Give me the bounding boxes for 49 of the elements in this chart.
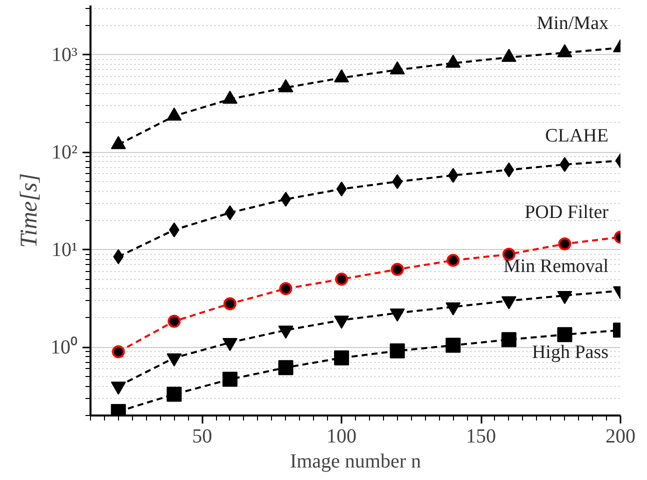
point <box>392 174 403 190</box>
point <box>390 61 405 74</box>
point <box>166 386 182 402</box>
point <box>112 345 125 358</box>
point <box>279 282 292 296</box>
x-axis-title: Image number n <box>290 450 422 472</box>
y-tick-label: 10¹ <box>52 238 78 261</box>
y-tick-label: 10² <box>52 141 78 164</box>
y-axis-title: Time[s] <box>16 173 42 248</box>
point <box>222 338 238 352</box>
series-label: High Pass <box>532 342 609 364</box>
point <box>110 136 126 150</box>
point <box>446 254 460 267</box>
point <box>501 48 516 62</box>
point <box>334 350 350 366</box>
point <box>504 162 514 178</box>
series-label: Min Removal <box>503 256 609 277</box>
point <box>222 372 238 387</box>
point <box>278 360 294 376</box>
point <box>110 382 126 395</box>
series-label: Min/Max <box>536 12 609 34</box>
point <box>334 69 350 82</box>
series-label: CLAHE <box>545 126 608 147</box>
point <box>336 182 347 197</box>
point <box>446 338 461 353</box>
point <box>557 327 572 342</box>
point <box>166 353 182 366</box>
point <box>222 90 238 104</box>
point <box>278 79 294 92</box>
point <box>446 54 461 68</box>
y-tick-label: 10³ <box>52 44 78 66</box>
point <box>166 108 182 121</box>
point <box>557 44 572 58</box>
x-tick-label: 200 <box>606 426 636 448</box>
series-label: POD Filter <box>524 202 610 224</box>
point <box>448 168 458 183</box>
point <box>113 249 124 264</box>
point <box>501 332 516 348</box>
x-tick-label: 100 <box>326 426 357 448</box>
point <box>390 343 405 358</box>
point <box>223 297 236 310</box>
point <box>168 314 181 328</box>
point <box>335 272 348 286</box>
x-tick-label: 150 <box>466 426 496 448</box>
point <box>558 237 572 250</box>
x-tick-label: 50 <box>192 426 212 448</box>
y-tick-label: 10⁰ <box>50 335 78 358</box>
point <box>224 205 236 220</box>
point <box>390 262 404 276</box>
